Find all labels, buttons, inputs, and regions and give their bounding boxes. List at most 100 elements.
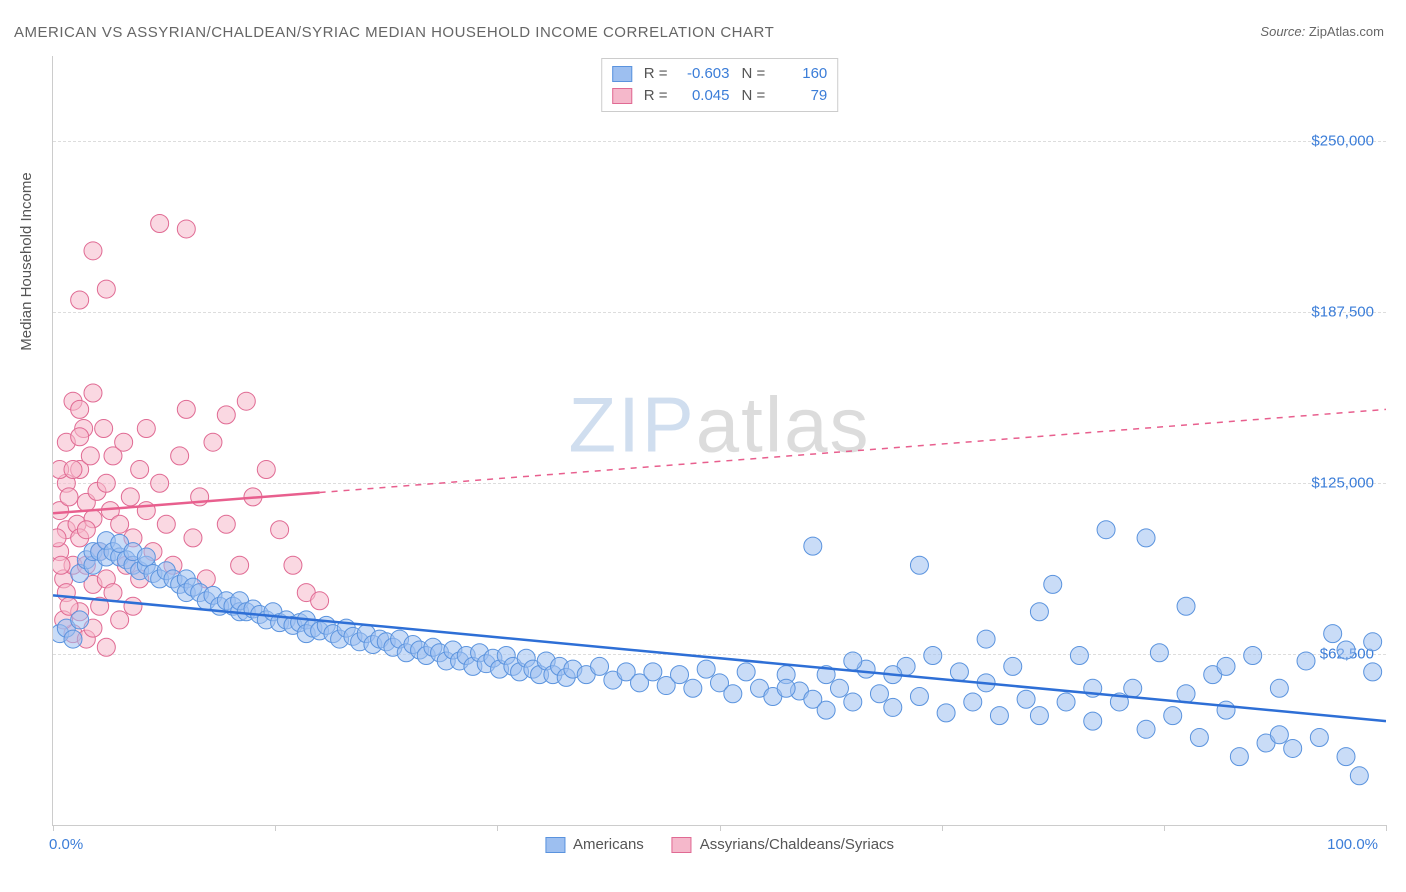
data-point <box>137 420 155 438</box>
data-point <box>591 657 609 675</box>
data-point <box>64 461 82 479</box>
data-point <box>184 529 202 547</box>
data-point <box>817 701 835 719</box>
swatch-b-icon <box>672 837 692 853</box>
x-axis-min-label: 0.0% <box>49 836 83 853</box>
data-point <box>1057 693 1075 711</box>
legend-row-a: R = -0.603 N = 160 <box>612 63 828 85</box>
data-point <box>1337 748 1355 766</box>
data-point <box>53 556 70 574</box>
data-point <box>311 592 329 610</box>
source-attribution: Source: ZipAtlas.com <box>1260 24 1384 39</box>
data-point <box>131 461 149 479</box>
data-point <box>1324 625 1342 643</box>
data-point <box>804 537 822 555</box>
data-point <box>1217 657 1235 675</box>
data-point <box>1190 729 1208 747</box>
data-point <box>84 384 102 402</box>
data-point <box>204 433 222 451</box>
x-tick <box>497 825 498 831</box>
plot-area: ZIPatlas R = -0.603 N = 160 R = 0.045 N … <box>52 56 1386 826</box>
data-point <box>964 693 982 711</box>
r-value-b: 0.045 <box>676 85 730 107</box>
data-point <box>1364 663 1382 681</box>
data-point <box>1230 748 1248 766</box>
data-point <box>644 663 662 681</box>
legend-label-b: Assyrians/Chaldeans/Syriacs <box>700 836 894 853</box>
data-point <box>1177 597 1195 615</box>
data-point <box>1124 679 1142 697</box>
data-point <box>104 584 122 602</box>
data-point <box>284 556 302 574</box>
data-point <box>1177 685 1195 703</box>
data-point <box>1310 729 1328 747</box>
legend-series: Americans Assyrians/Chaldeans/Syriacs <box>545 836 894 853</box>
source-value: ZipAtlas.com <box>1309 24 1384 39</box>
data-point <box>97 474 115 492</box>
data-point <box>217 515 235 533</box>
legend-item-a: Americans <box>545 836 644 853</box>
r-label: R = <box>644 85 668 107</box>
data-point <box>1044 575 1062 593</box>
data-point <box>977 630 995 648</box>
data-point <box>157 515 175 533</box>
data-point <box>1350 767 1368 785</box>
data-point <box>1244 646 1262 664</box>
data-point <box>231 556 249 574</box>
data-point <box>77 521 95 539</box>
data-point <box>217 406 235 424</box>
data-point <box>1270 726 1288 744</box>
data-point <box>844 693 862 711</box>
data-point <box>177 400 195 418</box>
data-point <box>844 652 862 670</box>
data-point <box>64 630 82 648</box>
x-tick <box>1386 825 1387 831</box>
n-label: N = <box>742 63 766 85</box>
data-point <box>95 420 113 438</box>
data-point <box>121 488 139 506</box>
data-point <box>81 447 99 465</box>
data-point <box>71 611 89 629</box>
n-value-b: 79 <box>773 85 827 107</box>
source-label: Source: <box>1260 24 1305 39</box>
data-point <box>950 663 968 681</box>
data-point <box>111 515 129 533</box>
data-point <box>1337 641 1355 659</box>
data-point <box>177 220 195 238</box>
y-axis-title: Median Household Income <box>18 172 35 350</box>
r-label: R = <box>644 63 668 85</box>
swatch-a-icon <box>612 66 632 82</box>
data-point <box>870 685 888 703</box>
swatch-a-icon <box>545 837 565 853</box>
data-point <box>884 698 902 716</box>
data-point <box>1004 657 1022 675</box>
data-point <box>777 679 795 697</box>
data-point <box>97 280 115 298</box>
data-point <box>1030 603 1048 621</box>
data-point <box>924 646 942 664</box>
data-point <box>1364 633 1382 651</box>
data-point <box>724 685 742 703</box>
data-point <box>97 638 115 656</box>
legend-correlation: R = -0.603 N = 160 R = 0.045 N = 79 <box>601 58 839 112</box>
data-point <box>257 461 275 479</box>
data-point <box>671 666 689 684</box>
x-tick <box>275 825 276 831</box>
data-point <box>137 502 155 520</box>
x-tick <box>942 825 943 831</box>
data-point <box>171 447 189 465</box>
chart-title: AMERICAN VS ASSYRIAN/CHALDEAN/SYRIAC MED… <box>14 24 774 41</box>
data-point <box>990 707 1008 725</box>
data-point <box>60 488 78 506</box>
data-point <box>271 521 289 539</box>
data-point <box>84 242 102 260</box>
data-point <box>830 679 848 697</box>
data-point <box>1270 679 1288 697</box>
data-point <box>1070 646 1088 664</box>
data-point <box>1137 529 1155 547</box>
data-point <box>697 660 715 678</box>
data-point <box>71 428 89 446</box>
n-label: N = <box>742 85 766 107</box>
chart-svg <box>53 56 1386 825</box>
data-point <box>115 433 133 451</box>
